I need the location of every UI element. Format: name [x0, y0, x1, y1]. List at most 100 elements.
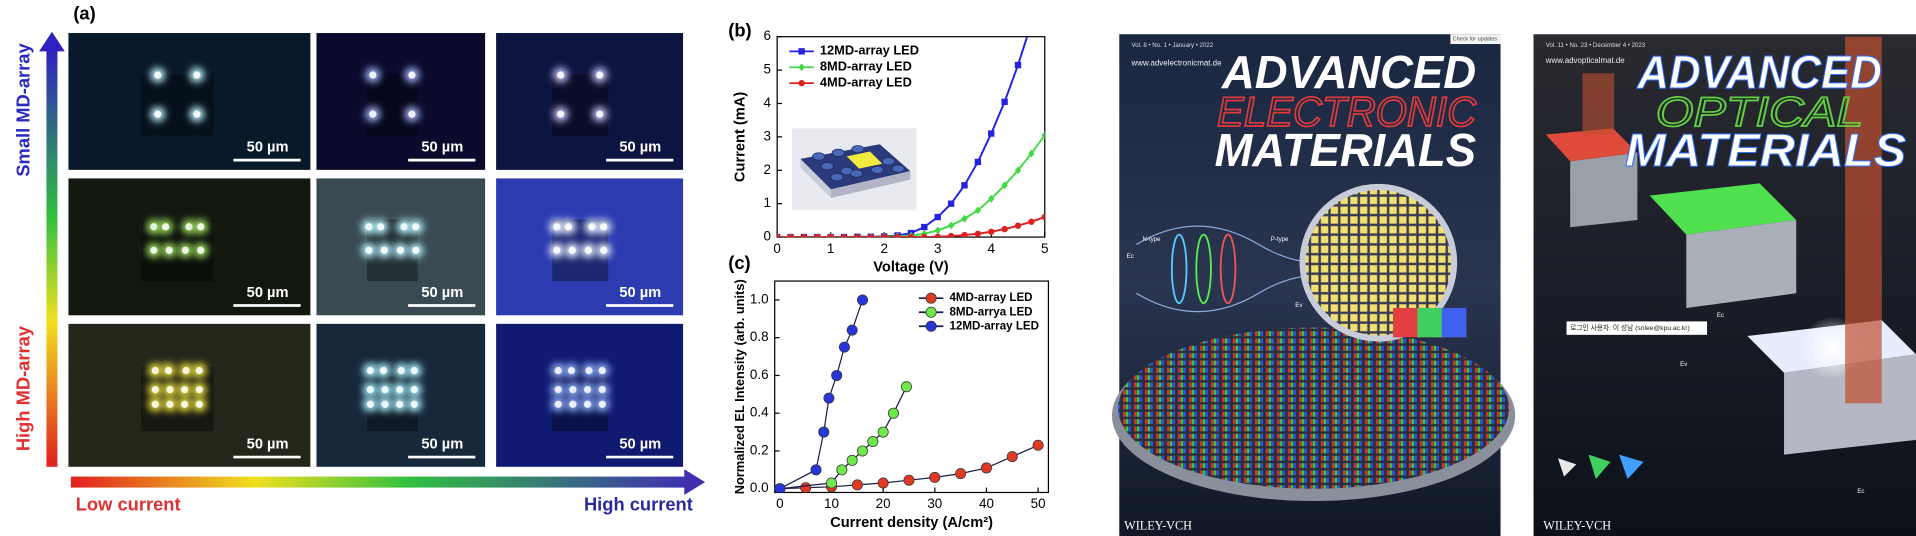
emission-core	[400, 223, 408, 231]
chip	[1441, 307, 1467, 338]
emission-core	[365, 246, 373, 254]
marker	[831, 369, 843, 381]
block-top	[1649, 183, 1797, 235]
scale-label: 50 µm	[619, 437, 661, 453]
x-tick-label: 1	[827, 241, 834, 256]
y-axis-label: Normalized EL Intensity (arb. units)	[732, 279, 747, 494]
volume: Vol. 11 • No. 23 • December 4 • 2023	[1546, 42, 1646, 49]
emission-core	[182, 366, 190, 375]
plot-frame	[774, 280, 1050, 494]
marker	[988, 130, 995, 137]
panel-label: (a)	[73, 3, 95, 24]
marker	[1014, 222, 1022, 229]
mesa-shadow	[367, 74, 418, 136]
volume: Vol. 8 • No. 1 • January • 2022	[1132, 42, 1214, 49]
emission-core	[381, 385, 389, 394]
chart: (b) 0 1 2 3 4 5 0 1 2 3 4 5 6 Voltage (V) Current (mA) 1…	[728, 20, 1048, 276]
x-tick-label: 2	[880, 241, 887, 256]
publisher: WILEY-VCH	[1124, 518, 1192, 532]
inset-side	[830, 171, 911, 198]
marker	[1001, 225, 1008, 233]
scale-label: 50 µm	[421, 140, 463, 156]
marker	[1014, 61, 1022, 69]
emission-core	[600, 223, 608, 231]
x-axis-label: Voltage (V)	[873, 260, 949, 276]
marker	[857, 445, 869, 457]
emission-core	[193, 71, 201, 79]
emission-core	[150, 223, 158, 231]
emission-core	[583, 385, 592, 394]
marker	[877, 477, 889, 489]
marker	[934, 226, 941, 235]
marker	[827, 233, 834, 238]
legend-label: 12MD-array LED	[820, 43, 919, 58]
axis-label: High MD-array	[12, 325, 33, 451]
inset-pad	[846, 151, 883, 169]
emission-core	[412, 246, 420, 254]
marker	[1006, 451, 1018, 463]
cover-title: OPTICAL	[1656, 88, 1864, 135]
emission-core	[381, 400, 389, 408]
y-tick-label: 4	[764, 95, 772, 110]
emission-core	[396, 385, 404, 394]
emission-core	[376, 223, 385, 231]
inset-dots	[812, 145, 905, 182]
badge: Check for updates	[1453, 37, 1498, 43]
marker	[1028, 218, 1035, 225]
marker	[947, 221, 955, 230]
emission-core	[554, 385, 562, 394]
marker	[814, 233, 821, 238]
marker	[1001, 181, 1008, 190]
marker	[974, 230, 982, 237]
cover-title: ADVANCED	[1221, 46, 1476, 98]
legend-label: 4MD-array LED	[820, 75, 912, 90]
url: www.advelectronicmat.de	[1131, 59, 1223, 68]
y-tick-label: 0.8	[750, 329, 769, 344]
emission-core	[584, 246, 592, 254]
emission-core	[588, 223, 596, 231]
cover-title: ADVANCED	[1636, 46, 1881, 98]
series-line	[777, 36, 1029, 238]
label: N-type	[1143, 236, 1162, 243]
emission-core	[598, 385, 606, 394]
block	[1784, 354, 1916, 455]
url: www.advopticalmat.de	[1545, 56, 1626, 65]
x-tick-label: 3	[934, 241, 941, 256]
scale-label: 50 µm	[247, 437, 289, 453]
legend-marker	[925, 306, 937, 318]
legend-label: 8MD-arrya LED	[949, 305, 1032, 318]
marker	[823, 392, 835, 404]
marker	[974, 158, 982, 166]
mesa-shadow	[141, 74, 214, 136]
marker	[826, 477, 838, 489]
marker	[800, 482, 812, 493]
marker	[988, 228, 995, 235]
y-tick-label: 0.2	[750, 442, 769, 457]
scale-label: 50 µm	[421, 285, 463, 301]
axis-label: High current	[584, 494, 693, 515]
emission-core	[151, 400, 159, 408]
marker	[934, 233, 941, 238]
emission-core	[408, 110, 416, 118]
marker	[1028, 149, 1035, 158]
marker	[907, 233, 915, 238]
label: P-type	[1271, 236, 1289, 243]
x-axis-label: Current density (A/cm²)	[830, 515, 993, 531]
arrow-head	[39, 31, 65, 52]
y-tick-label: 1	[764, 195, 771, 210]
y-tick-label: 2	[764, 162, 771, 177]
x-tick-label: 5	[1041, 241, 1048, 256]
legend-marker	[798, 79, 805, 87]
cover-title: MATERIALS	[1215, 124, 1477, 176]
marker	[787, 233, 794, 238]
emission-core	[396, 246, 405, 254]
x-tick-label: 0	[776, 496, 783, 511]
emission-core	[195, 385, 203, 394]
marker	[974, 206, 982, 215]
note: 로그인 사용자: 이 성남 (snlee@kpu.ac.kr)	[1570, 323, 1690, 332]
marker	[947, 200, 955, 207]
emission-core	[412, 223, 420, 231]
marker	[777, 233, 781, 238]
panel-label: (c)	[728, 252, 750, 273]
